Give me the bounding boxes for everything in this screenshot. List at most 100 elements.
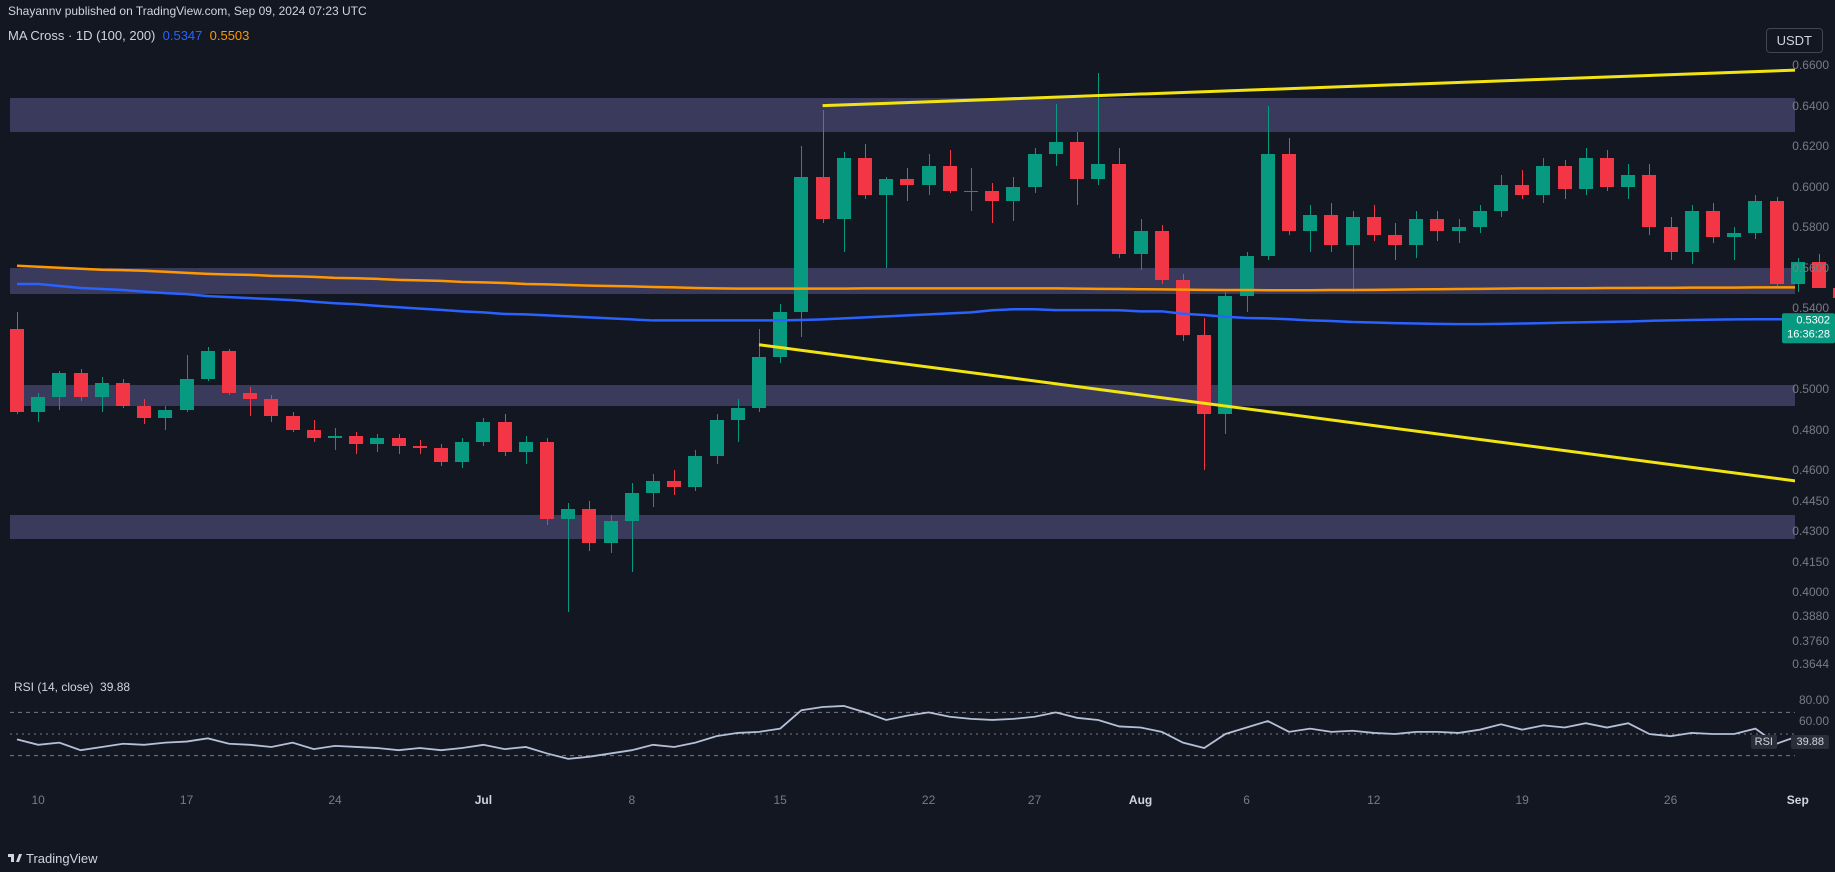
rsi-legend: RSI (14, close) 39.88 [14, 680, 130, 694]
quote-currency-badge[interactable]: USDT [1766, 28, 1823, 53]
candle-body [1218, 296, 1232, 414]
price-chart-pane[interactable] [10, 55, 1795, 673]
candle-body [349, 436, 363, 444]
candle-body [1536, 166, 1550, 194]
candle-body [943, 166, 957, 190]
price-axis-tick: 0.5600 [1792, 261, 1829, 275]
candle-body [1049, 142, 1063, 154]
candle-body [1579, 158, 1593, 188]
candle-body [710, 420, 724, 456]
tradingview-logo-icon [8, 851, 22, 865]
candle-body [879, 179, 893, 195]
candle-body [1134, 231, 1148, 253]
candle-body [922, 166, 936, 184]
support-resistance-zone [10, 98, 1795, 132]
watermark-text: TradingView [26, 851, 98, 866]
candle-body [1091, 164, 1105, 178]
candle-body [646, 481, 660, 493]
price-y-axis[interactable]: 0.66000.64000.62000.60000.58000.56000.54… [1775, 55, 1835, 673]
time-axis-tick: Sep [1787, 793, 1809, 807]
candle-body [1642, 175, 1656, 228]
candle-body [1028, 154, 1042, 186]
candle-body [540, 442, 554, 519]
trendline[interactable] [759, 345, 1795, 501]
price-axis-tick: 0.5800 [1792, 220, 1829, 234]
candle-body [1155, 231, 1169, 280]
candle-body [1324, 215, 1338, 245]
candle-body [1240, 256, 1254, 297]
publish-text: Shayannv published on TradingView.com, S… [8, 4, 367, 18]
price-axis-tick: 0.4300 [1792, 524, 1829, 538]
time-axis-tick: 8 [628, 793, 635, 807]
rsi-axis-tick: 60.00 [1799, 714, 1829, 728]
candle-body [752, 357, 766, 408]
candle-body [900, 179, 914, 185]
price-axis-tick: 0.6400 [1792, 99, 1829, 113]
candle-body [561, 509, 575, 519]
time-axis-tick: 12 [1367, 793, 1380, 807]
candle-body [243, 393, 257, 399]
candle-body [498, 422, 512, 452]
candle-body [1070, 142, 1084, 178]
price-axis-tick: 0.3760 [1792, 634, 1829, 648]
time-axis-tick: Aug [1129, 793, 1152, 807]
candle-body [1006, 187, 1020, 201]
candle-body [52, 373, 66, 397]
candle-body [137, 406, 151, 418]
rsi-legend-value: 39.88 [100, 680, 130, 694]
time-axis-tick: 17 [180, 793, 193, 807]
candle-body [1303, 215, 1317, 231]
candle-body [434, 448, 448, 462]
candle-body [1346, 217, 1360, 245]
candle-body [1473, 211, 1487, 227]
candle-body [307, 430, 321, 438]
candle-body [10, 329, 24, 412]
candle-body [582, 509, 596, 543]
time-axis-tick: 22 [922, 793, 935, 807]
candle-body [1600, 158, 1614, 186]
price-axis-tick: 0.4150 [1792, 555, 1829, 569]
candle-wick [971, 168, 972, 211]
candle-body [773, 312, 787, 357]
candle-body [794, 177, 808, 313]
candle-body [604, 521, 618, 543]
candle-body [816, 177, 830, 220]
candle-body [392, 438, 406, 446]
tradingview-watermark: TradingView [8, 851, 98, 866]
candle-body [1388, 235, 1402, 245]
candle-body [1664, 227, 1678, 251]
candle-body [1515, 185, 1529, 195]
candle-wick [907, 168, 908, 200]
candle-body [1197, 335, 1211, 414]
indicator-label: MA Cross · 1D (100, 200) [8, 28, 155, 43]
candle-body [370, 438, 384, 444]
price-axis-tick: 0.4600 [1792, 463, 1829, 477]
rsi-y-axis[interactable]: 80.0060.0040.00RSI39.88 [1775, 678, 1835, 786]
candle-body [455, 442, 469, 462]
candle-body [1112, 164, 1126, 253]
candle-body [964, 191, 978, 192]
time-x-axis[interactable]: 101724Jul8152227Aug6121926Sep91623 [10, 790, 1795, 814]
candle-body [1282, 154, 1296, 231]
candle-wick [1056, 104, 1057, 167]
price-axis-tick: 0.3880 [1792, 609, 1829, 623]
candle-body [625, 493, 639, 521]
candle-body [1261, 154, 1275, 255]
candle-body [1176, 280, 1190, 335]
candle-body [116, 383, 130, 405]
rsi-axis-badge: RSI [1751, 735, 1777, 749]
candle-wick [335, 428, 336, 450]
candle-body [328, 436, 342, 438]
time-axis-tick: 15 [774, 793, 787, 807]
candle-body [731, 408, 745, 420]
candle-body [1748, 201, 1762, 233]
candle-body [667, 481, 681, 487]
candle-wick [992, 183, 993, 224]
time-axis-tick: 27 [1028, 793, 1041, 807]
candle-body [95, 383, 109, 397]
candle-body [1685, 211, 1699, 252]
ma-fast-value: 0.5347 [163, 28, 203, 43]
candle-body [1727, 233, 1741, 237]
candle-wick [738, 399, 739, 442]
rsi-chart-pane[interactable] [10, 680, 1795, 788]
